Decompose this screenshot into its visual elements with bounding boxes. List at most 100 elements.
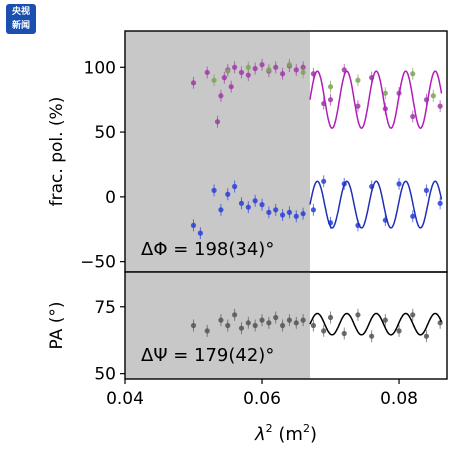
data-point	[300, 317, 306, 323]
data-point	[266, 67, 272, 73]
data-point	[232, 312, 238, 318]
top-y-axis-label: frac. pol. (%)	[47, 97, 67, 207]
logo-line-1: 央视	[11, 7, 30, 17]
cctv-news-logo: 央视 新闻	[6, 4, 36, 34]
data-point	[266, 320, 272, 326]
data-point	[279, 71, 286, 77]
model-fit-line	[309, 180, 443, 229]
y-tick-label: 75	[94, 298, 116, 318]
bottom-points	[190, 308, 443, 343]
data-point	[245, 320, 251, 326]
data-point	[218, 207, 224, 213]
logo-line-2: 新闻	[11, 21, 30, 31]
data-point	[327, 84, 334, 90]
top-y-ticks: −50 0 50 100	[80, 58, 125, 273]
data-point	[423, 187, 430, 193]
data-point	[232, 183, 238, 190]
data-point	[410, 312, 416, 318]
data-point	[321, 328, 327, 334]
data-point	[225, 68, 231, 74]
data-point	[238, 325, 245, 331]
bottom-fits	[309, 312, 443, 336]
data-point	[355, 103, 361, 109]
data-point	[279, 212, 286, 218]
data-point	[252, 65, 258, 72]
x-axis-label-lambda: λ	[254, 424, 266, 445]
top-points	[190, 58, 443, 240]
data-point	[214, 119, 221, 125]
top-panel: −50 0 50 100 frac. pol. (%) ΔΦ = 198(34)°	[47, 30, 448, 273]
data-point	[300, 211, 306, 217]
data-point	[327, 97, 334, 103]
data-point	[293, 67, 299, 73]
data-point	[245, 72, 251, 78]
x-axis-label-sup: 2	[266, 422, 273, 435]
data-point	[259, 62, 265, 68]
data-point	[410, 113, 416, 120]
y-tick-label: 50	[94, 123, 116, 143]
model-fit-line	[309, 312, 443, 336]
data-point	[437, 103, 443, 109]
top-annotation: ΔΦ = 198(34)°	[141, 239, 274, 260]
data-point	[245, 64, 251, 70]
y-tick-label: 50	[94, 365, 116, 385]
bottom-y-ticks: 50 75	[94, 298, 125, 385]
data-point	[228, 84, 234, 90]
data-point	[410, 71, 416, 77]
data-point	[252, 322, 258, 329]
data-point	[437, 200, 443, 206]
data-point	[190, 222, 197, 228]
data-point	[218, 317, 224, 323]
y-tick-label: 100	[84, 58, 116, 78]
data-point	[218, 93, 224, 99]
data-point	[259, 202, 265, 208]
data-point	[211, 77, 217, 83]
data-point	[423, 333, 430, 339]
x-axis-label-unit-sup: 2	[303, 422, 310, 435]
data-point	[204, 328, 210, 334]
data-point	[221, 75, 227, 81]
model-fit-line	[309, 70, 443, 130]
bottom-annotation: ΔΨ = 179(42)°	[141, 345, 274, 366]
data-point	[273, 64, 279, 70]
bottom-shaded-region	[125, 272, 310, 379]
data-point	[190, 80, 197, 86]
data-point	[341, 330, 347, 337]
data-point	[410, 213, 416, 219]
y-tick-label: 0	[105, 188, 116, 208]
data-point	[273, 314, 279, 321]
x-tick-label: 0.06	[243, 389, 281, 409]
data-point	[232, 64, 238, 70]
data-point	[293, 213, 299, 219]
data-point	[204, 69, 210, 76]
data-point	[238, 200, 245, 206]
data-point	[382, 317, 388, 323]
x-tick-label: 0.04	[106, 389, 144, 409]
data-point	[327, 314, 334, 321]
x-axis-label-close: )	[310, 424, 317, 445]
data-point	[273, 207, 279, 213]
data-point	[245, 204, 251, 210]
x-axis-label-unit: (m	[273, 424, 303, 445]
data-point	[310, 322, 317, 329]
bottom-panel: 50 75 0.04 0.06 0.08 PA (°) ΔΨ = 179(42)°	[47, 271, 448, 409]
data-point	[355, 312, 361, 318]
data-point	[293, 320, 299, 326]
data-point	[190, 322, 197, 329]
data-point	[310, 207, 317, 213]
data-point	[279, 322, 286, 329]
data-point	[382, 90, 388, 96]
bottom-frame	[124, 271, 448, 380]
data-point	[286, 209, 293, 215]
data-point	[252, 198, 258, 204]
data-point	[211, 187, 217, 193]
data-point	[355, 77, 361, 83]
data-point	[396, 328, 402, 334]
data-point	[225, 191, 231, 197]
top-shaded-region	[125, 31, 310, 272]
top-fits	[309, 70, 443, 229]
bottom-y-axis-label: PA (°)	[47, 302, 67, 350]
x-ticks: 0.04 0.06 0.08	[106, 379, 418, 409]
x-axis-label: λ2 (m2)	[254, 422, 317, 445]
